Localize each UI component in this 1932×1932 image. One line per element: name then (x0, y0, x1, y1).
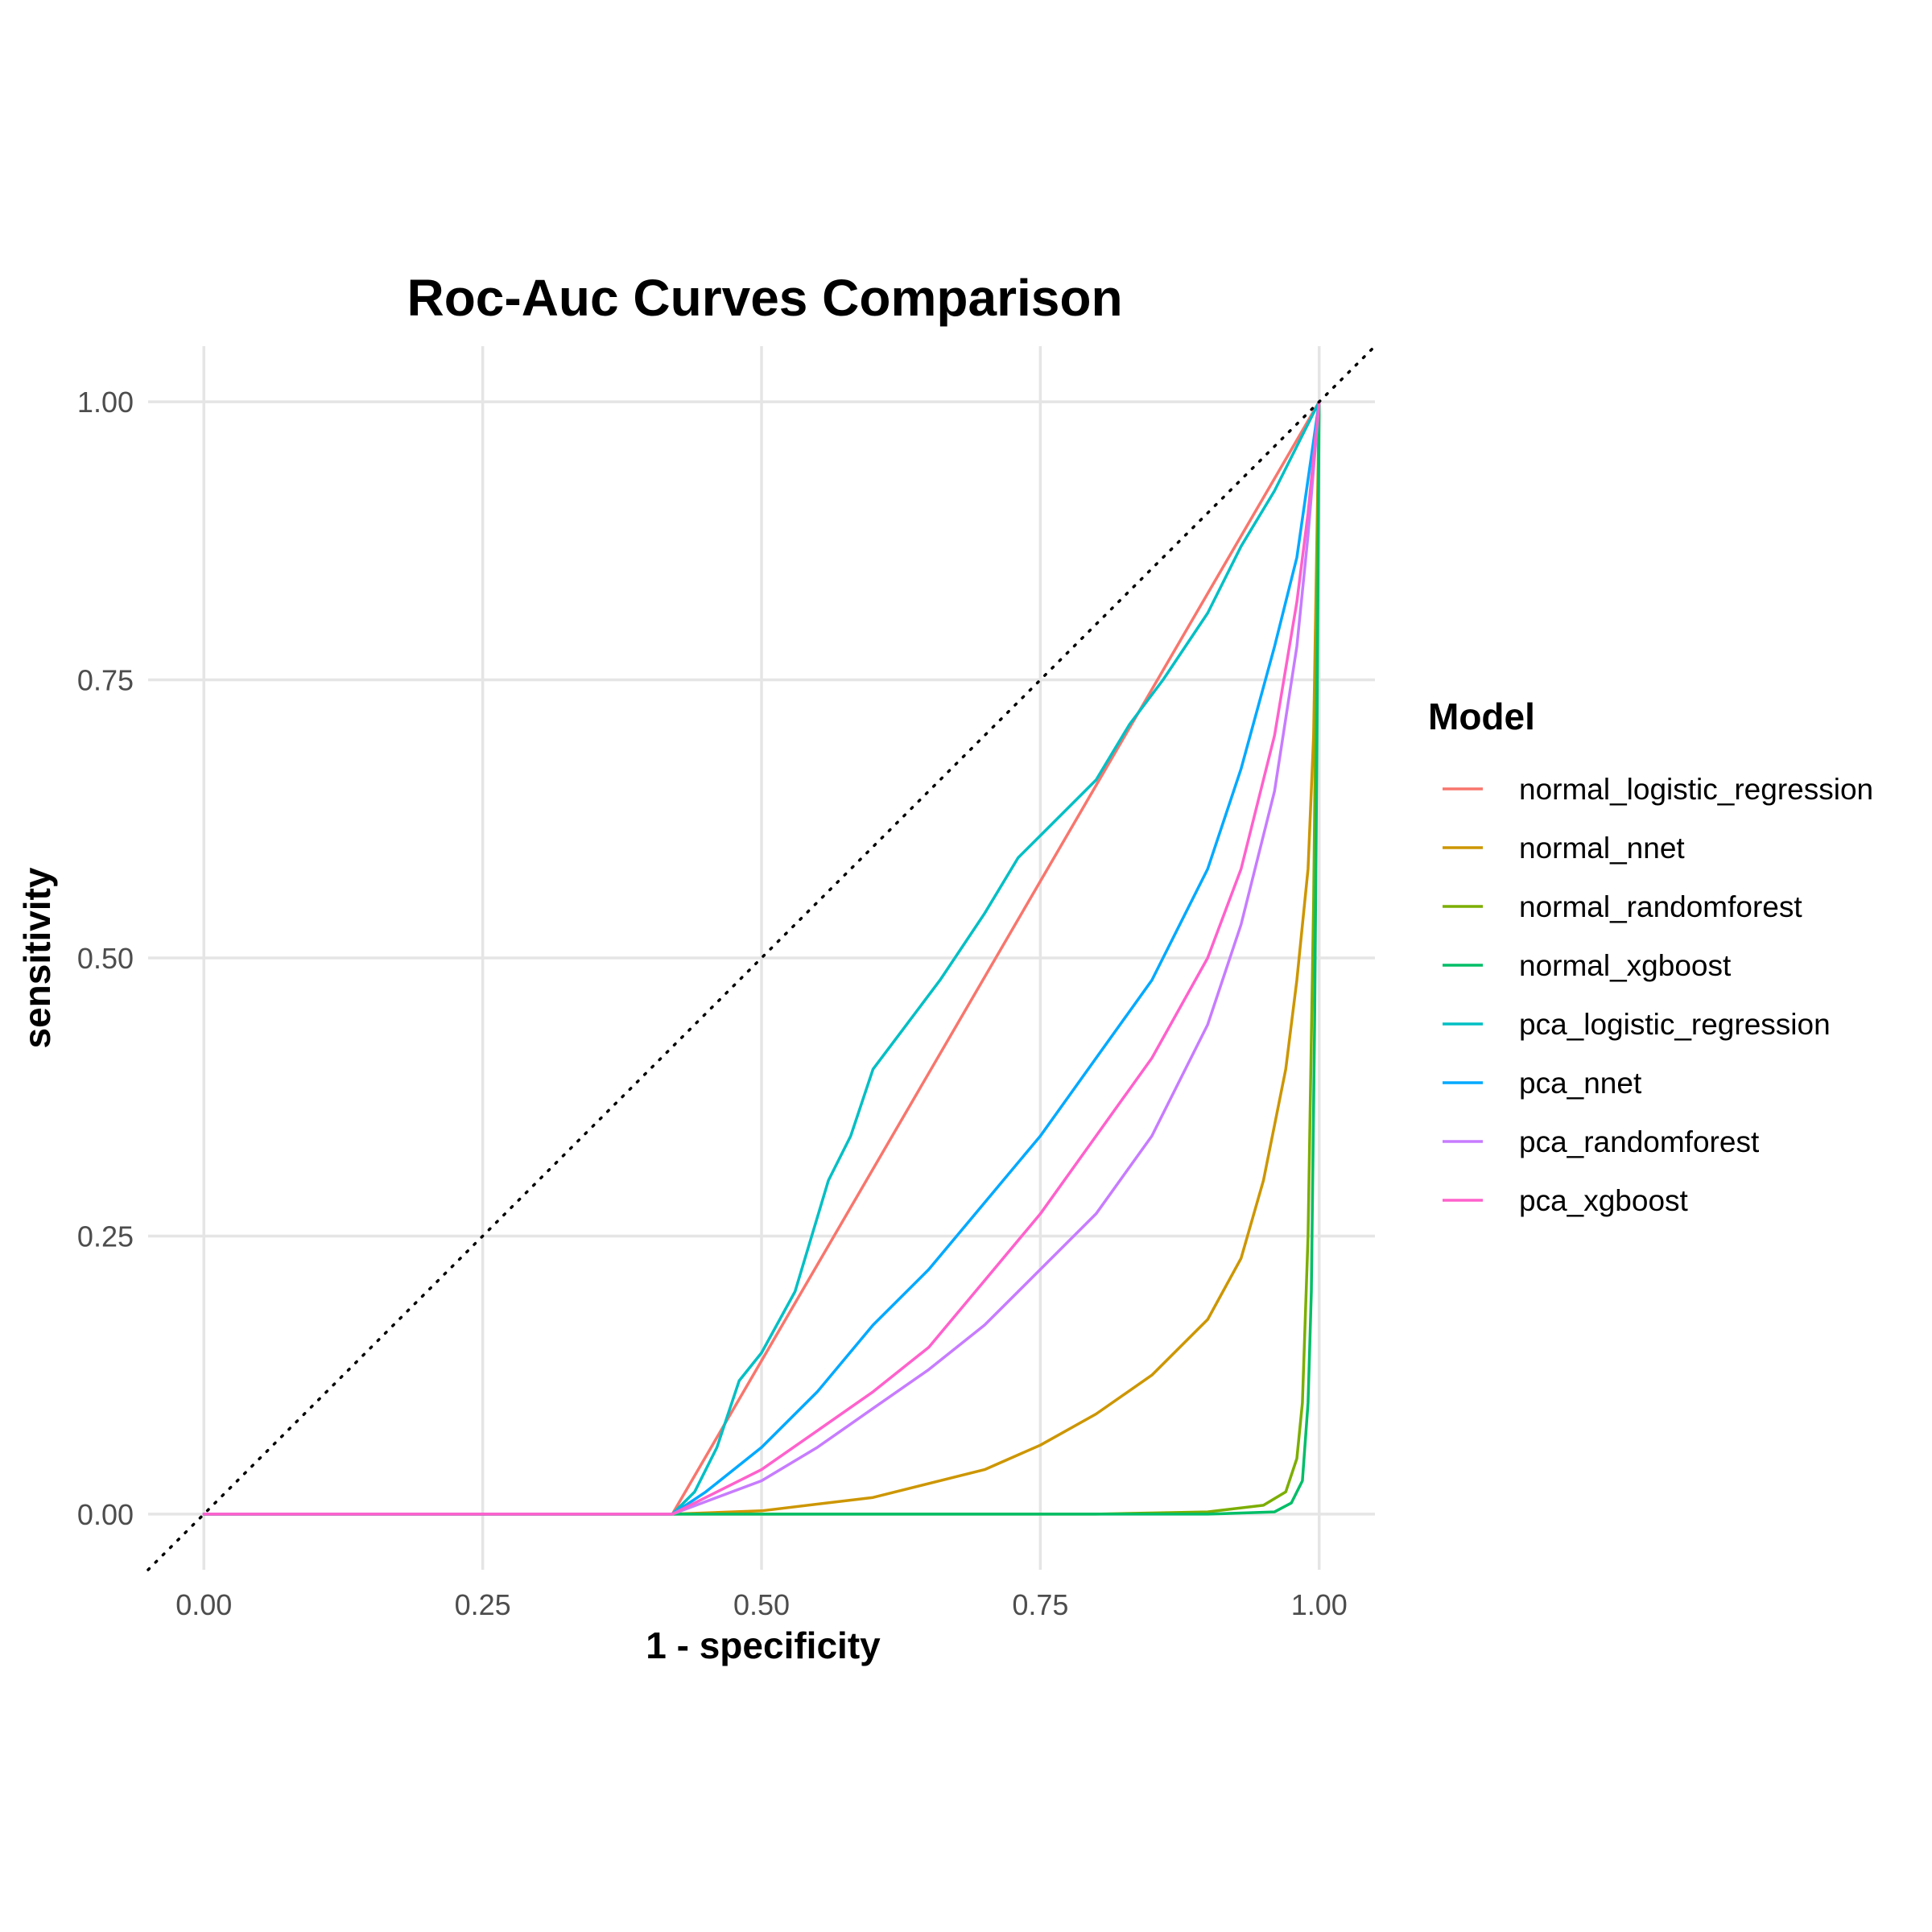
chart-title: Roc-Auc Curves Comparison (407, 269, 1122, 327)
x-tick-label-3: 0.75 (1012, 1588, 1068, 1621)
y-tick-label-2: 0.50 (77, 942, 134, 975)
legend-item-pca_logistic_regression: pca_logistic_regression (1443, 1008, 1831, 1041)
legend-items: normal_logistic_regression normal_nnetnor… (1443, 773, 1873, 1217)
series-line-normal_xgboost (202, 400, 1321, 1516)
series-line-normal_nnet (202, 400, 1321, 1516)
y-axis-ticks: 0.00 0.25 0.50 0.75 1.00 (77, 386, 134, 1531)
reference-diagonal-line (147, 345, 1377, 1571)
y-axis-title: sensitivity (16, 867, 58, 1048)
y-tick-label-1: 0.25 (77, 1220, 134, 1253)
legend-item-normal_xgboost: normal_xgboost (1443, 949, 1732, 982)
x-tick-label-0: 0.00 (175, 1588, 232, 1621)
series-line-pca_xgboost (202, 400, 1321, 1516)
legend-item-normal_nnet: normal_nnet (1443, 832, 1685, 865)
series-line-pca_logistic_regression (202, 400, 1321, 1516)
legend-label-normal_logistic_regression: normal_logistic_regression (1519, 773, 1873, 806)
legend-title: Model (1428, 696, 1535, 737)
y-tick-label-0: 0.00 (77, 1498, 134, 1531)
legend-label-pca_logistic_regression: pca_logistic_regression (1519, 1008, 1831, 1041)
y-tick-label-4: 1.00 (77, 386, 134, 419)
legend-label-pca_randomforest: pca_randomforest (1519, 1125, 1760, 1158)
x-axis-ticks: 0.00 0.25 0.50 0.75 1.00 (175, 1588, 1348, 1621)
legend-label-pca_xgboost: pca_xgboost (1519, 1184, 1689, 1217)
x-tick-label-2: 0.50 (733, 1588, 790, 1621)
legend-label-normal_nnet: normal_nnet (1519, 832, 1685, 865)
legend: Model normal_logistic_regression normal_n… (1428, 696, 1873, 1217)
legend-label-normal_randomforest: normal_randomforest (1519, 890, 1802, 923)
x-tick-label-4: 1.00 (1291, 1588, 1348, 1621)
x-axis-title: 1 - specificity (646, 1624, 881, 1666)
legend-label-normal_xgboost: normal_xgboost (1519, 949, 1732, 982)
series-line-pca_nnet (202, 400, 1321, 1516)
legend-label-pca_nnet: pca_nnet (1519, 1067, 1642, 1100)
series-layer (202, 400, 1321, 1516)
legend-item-pca_xgboost: pca_xgboost (1443, 1184, 1689, 1217)
x-tick-label-1: 0.25 (455, 1588, 511, 1621)
series-line-pca_randomforest (202, 400, 1321, 1516)
legend-item-pca_nnet: pca_nnet (1443, 1067, 1642, 1100)
legend-item-normal_randomforest: normal_randomforest (1443, 890, 1802, 923)
y-tick-label-3: 0.75 (77, 664, 134, 697)
legend-item-pca_randomforest: pca_randomforest (1443, 1125, 1760, 1158)
legend-item-normal_logistic_regression: normal_logistic_regression (1443, 773, 1873, 806)
